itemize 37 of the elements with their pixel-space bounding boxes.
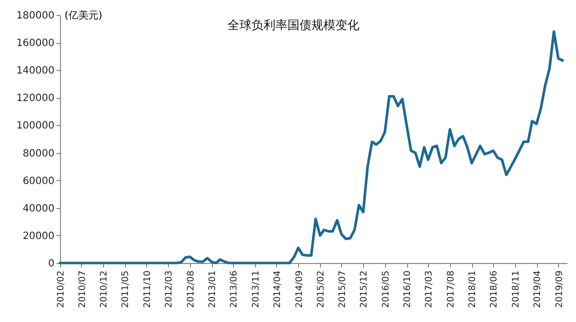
x-tick-label: 2019/09 bbox=[554, 270, 565, 308]
y-tick-label: 100000 bbox=[16, 120, 54, 132]
y-tick-label: 40000 bbox=[22, 203, 54, 214]
y-tick-label: 80000 bbox=[22, 148, 54, 160]
x-tick-label: 2018/06 bbox=[490, 270, 500, 308]
x-tick-label: 2010/12 bbox=[100, 270, 110, 308]
x-tick-label: 2011/05 bbox=[121, 270, 132, 308]
y-tick-label: 120000 bbox=[16, 93, 54, 104]
x-tick-label: 2013/06 bbox=[230, 270, 240, 308]
x-tick-label: 2016/10 bbox=[403, 270, 414, 308]
x-tick-label: 2011/10 bbox=[142, 270, 153, 308]
x-tick-label: 2016/05 bbox=[381, 270, 392, 308]
x-tick-label: 2018/11 bbox=[512, 270, 522, 308]
y-tick-label: 160000 bbox=[16, 38, 54, 50]
x-tick-label: 2017/08 bbox=[446, 270, 456, 308]
y-axis-title: (亿美元) bbox=[64, 10, 102, 22]
x-tick-label: 2013/11 bbox=[251, 270, 262, 308]
x-tick-label: 2014/04 bbox=[272, 270, 283, 308]
x-tick-label: 2018/01 bbox=[468, 270, 478, 308]
y-tick-label: 60000 bbox=[22, 176, 54, 187]
x-tick-label: 2013/01 bbox=[208, 270, 218, 308]
y-tick-label: 180000 bbox=[16, 10, 54, 22]
x-tick-label: 2014/09 bbox=[294, 270, 305, 308]
x-tick-label: 2017/03 bbox=[424, 270, 435, 308]
x-tick-label: 2012/08 bbox=[186, 270, 196, 308]
x-tick-label: 2015/12 bbox=[360, 270, 370, 308]
y-tick-label: 20000 bbox=[22, 230, 54, 242]
line-series bbox=[58, 30, 564, 264]
x-tick-label: 2010/02 bbox=[56, 270, 66, 308]
x-tick-label: 2019/04 bbox=[533, 270, 544, 308]
y-tick-label: 140000 bbox=[16, 66, 54, 77]
x-tick-label: 2012/03 bbox=[164, 270, 175, 308]
chart-title: 全球负利率国债规模变化 bbox=[228, 18, 360, 32]
x-tick-label: 2015/07 bbox=[338, 270, 348, 308]
y-tick-label: 0 bbox=[48, 258, 54, 270]
x-tick-label: 2010/07 bbox=[78, 270, 88, 308]
x-tick-label: 2015/02 bbox=[316, 270, 327, 308]
